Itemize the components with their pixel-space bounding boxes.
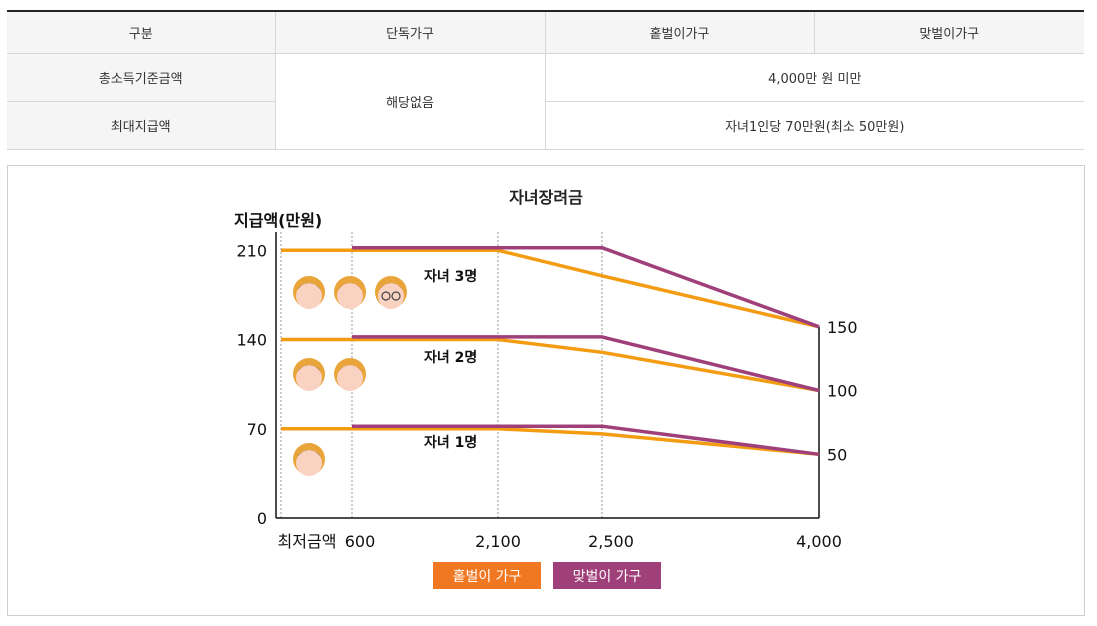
child-face-icon	[375, 276, 407, 309]
single-income-line	[281, 337, 820, 393]
x-tick-label: 2,100	[475, 532, 521, 551]
end-value-label: 150	[827, 318, 858, 337]
child-incentive-chart: 자녀장려금 지급액(만원) 0 70 140 210 최저금액 600 2,100 2,500…	[234, 188, 858, 589]
x-tick-label: 4,000	[796, 532, 842, 551]
axes: 0 70 140 210 최저금액 600 2,100 2,500 4,000	[236, 232, 842, 551]
end-value-label: 50	[827, 445, 847, 464]
table-header-row: 구분 단독가구 홑벌이가구 맞벌이가구	[7, 11, 1084, 54]
child-face-icon	[293, 358, 325, 391]
max-payment-value: 자녀1인당 70만원(최소 50만원)	[544, 101, 1084, 150]
group-caption: 자녀 1명	[424, 434, 477, 451]
end-value-label: 100	[827, 382, 858, 401]
y-tick-label: 0	[257, 509, 267, 528]
table-row: 총소득기준금액 해당없음 4,000만 원 미만	[7, 53, 1084, 150]
y-tick-label: 210	[236, 241, 267, 260]
dual-income-line	[352, 245, 820, 329]
child-face-icon	[293, 443, 325, 476]
series-lines	[281, 245, 820, 457]
single-household-value: 해당없음	[274, 53, 545, 150]
single-income-line	[281, 248, 820, 329]
header-single: 단독가구	[274, 11, 545, 54]
table-row: 최대지급액 자녀1인당 70만원(최소 50만원)	[7, 101, 1084, 150]
row-label-income-threshold: 총소득기준금액	[7, 53, 275, 102]
legend-swatch	[553, 562, 661, 589]
row-label-max-payment: 최대지급액	[7, 101, 275, 150]
group-caption: 자녀 3명	[424, 268, 477, 285]
header-category: 구분	[7, 11, 275, 54]
y-tick-label: 140	[236, 331, 267, 350]
child-face-icon	[334, 276, 366, 309]
x-tick-label: 2,500	[588, 532, 634, 551]
y-axis-title: 지급액(만원)	[234, 211, 322, 230]
child-face-icon	[334, 358, 366, 391]
chart-title: 자녀장려금	[509, 188, 583, 207]
single-income-line	[281, 427, 820, 457]
legend: 홑벌이 가구 맞벌이 가구	[433, 562, 661, 589]
x-tick-label: 600	[345, 532, 376, 551]
legend-label: 홑벌이 가구	[453, 569, 522, 585]
child-face-icon	[293, 276, 325, 309]
chart-panel: 자녀장려금 지급액(만원) 0 70 140 210 최저금액 600 2,100 2,500…	[7, 165, 1085, 616]
header-dual-income: 맞벌이가구	[813, 11, 1084, 54]
legend-swatch	[433, 562, 541, 589]
group-caption: 자녀 2명	[424, 349, 477, 366]
y-tick-label: 70	[247, 420, 267, 439]
child-icons	[293, 276, 407, 476]
header-single-income: 홑벌이가구	[544, 11, 814, 54]
dual-income-line	[352, 335, 820, 393]
legend-label: 맞벌이 가구	[573, 569, 642, 585]
income-threshold-value: 4,000만 원 미만	[544, 53, 1084, 102]
dual-income-line	[352, 424, 820, 457]
x-tick-label: 최저금액	[278, 532, 337, 551]
benefit-table: 구분 단독가구 홑벌이가구 맞벌이가구 총소득기준금액 해당없음 4,000만 …	[7, 10, 1084, 150]
